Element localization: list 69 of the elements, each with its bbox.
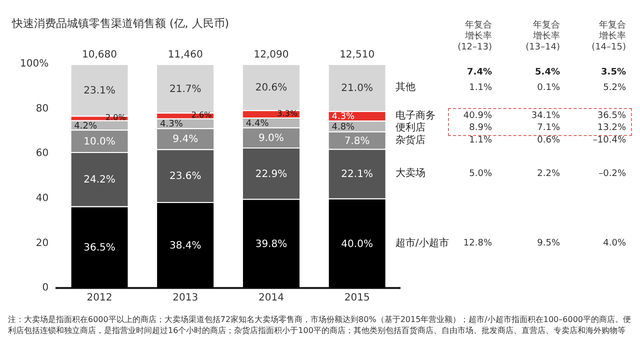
text: –10.4% (592, 136, 626, 146)
data-label: 4.3% (160, 120, 184, 130)
text: 9.5% (537, 238, 560, 249)
text: 3.5% (601, 67, 626, 78)
text: 2.2% (537, 168, 560, 179)
y-tick-label: 100% (20, 58, 49, 70)
data-label: 36.5% (84, 242, 116, 254)
data-label: 9.0% (258, 133, 284, 144)
text: 0.6% (537, 136, 560, 146)
series-label: 大卖场 (395, 167, 426, 180)
series-label: 便利店 (395, 121, 426, 134)
text: 5.2% (603, 82, 626, 93)
annotation: 12,510 (340, 50, 375, 61)
x-tick-label: 2013 (172, 292, 198, 304)
series-label: 超市/小超市 (395, 236, 449, 249)
chart-title: 快速消费品城镇零售渠道销售额 (亿, 人民币) (11, 16, 230, 30)
text: 36.5% (597, 111, 626, 122)
data-label: 21.7% (169, 84, 202, 95)
data-label: 22.1% (341, 169, 373, 180)
data-label: 4.2% (74, 121, 98, 132)
text: 5.0% (469, 168, 492, 179)
data-label: 21.0% (341, 83, 373, 94)
data-label: 23.1% (84, 85, 116, 96)
x-tick-label: 2012 (86, 292, 112, 304)
data-label: 10.0% (84, 136, 116, 148)
series-label: 杂货店 (395, 134, 426, 146)
data-label: 23.6% (169, 171, 202, 182)
data-label: 4.4% (246, 118, 270, 129)
y-tick-label: 80 (36, 103, 49, 114)
y-tick-label: 0 (42, 282, 49, 294)
data-label: 4.8% (332, 122, 356, 132)
y-tick-label: 20 (36, 238, 49, 249)
text: 1.1% (469, 136, 492, 146)
text: 5.4% (535, 67, 560, 78)
text: 7.1% (537, 123, 560, 134)
text: 0.1% (537, 82, 560, 93)
data-label: 7.8% (344, 136, 370, 147)
y-tick-label: 40 (36, 192, 49, 204)
text: 4.0% (603, 238, 626, 249)
series-label: 其他 (395, 81, 416, 94)
data-label: 22.9% (255, 168, 288, 180)
annotation: 12,090 (254, 50, 289, 61)
text: 13.2% (597, 123, 626, 134)
text: 注：大卖场是指面积在6000平以上的商店；大卖场渠道包括72家知名大卖场零售商，市场份额达到80%（基于2015年营业额）；超市/小超市指面积在100–6000平的商店。便利店包括连锁和独立商店，是指营业时间超过16个小时的商店；杂货店指面积小于100平的商店；其他类别包括百货商店、自由市场、批发商店、直营店、专卖店和海外购物等 (8, 314, 632, 336)
x-tick-label: 2015 (344, 292, 370, 304)
data-label: 3.3% (277, 108, 298, 118)
y-tick-label: 60 (36, 148, 49, 160)
data-label: 4.3% (332, 112, 356, 122)
data-label: 9.4% (172, 134, 198, 146)
annotation: 10,680 (82, 50, 118, 61)
data-label: 2.6% (191, 110, 212, 120)
annotation: 11,460 (168, 50, 203, 61)
x-tick-label: 2014 (258, 292, 284, 304)
text: 34.1% (531, 111, 560, 122)
text: 年复合增长率 (12–13) (458, 19, 492, 52)
data-label: 38.4% (169, 240, 202, 252)
text: 40.9% (463, 111, 492, 122)
data-label: 39.8% (255, 239, 288, 250)
text: 1.1% (469, 82, 492, 93)
data-label: 40.0% (341, 238, 373, 250)
text: 年复合增长率 (14–15) (592, 19, 626, 52)
text: –0.2% (598, 168, 626, 179)
text: 12.8% (463, 238, 492, 249)
text: 8.9% (469, 123, 492, 134)
text: 7.4% (467, 67, 492, 78)
data-label: 24.2% (84, 174, 116, 186)
series-label: 电子商务 (395, 109, 436, 122)
text: 年复合增长率 (13–14) (526, 19, 560, 52)
data-label: 20.6% (255, 82, 288, 94)
